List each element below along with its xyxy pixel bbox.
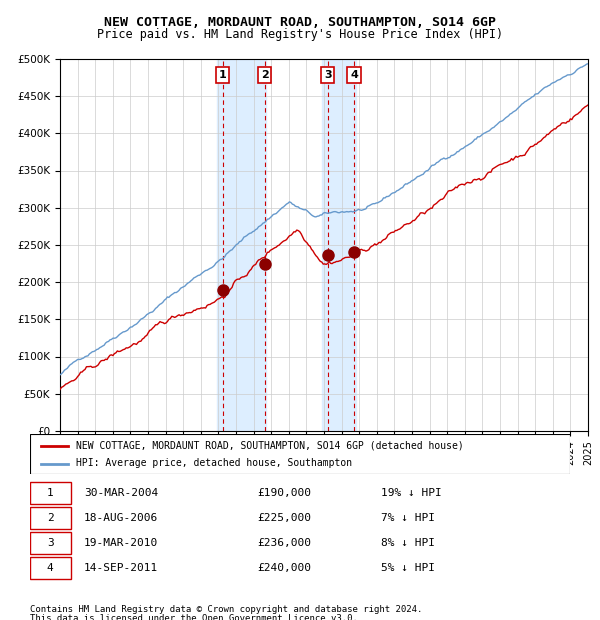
Text: 19-MAR-2010: 19-MAR-2010 <box>84 538 158 548</box>
Text: 3: 3 <box>47 538 53 548</box>
Text: NEW COTTAGE, MORDAUNT ROAD, SOUTHAMPTON, SO14 6GP (detached house): NEW COTTAGE, MORDAUNT ROAD, SOUTHAMPTON,… <box>76 440 464 450</box>
Text: 19% ↓ HPI: 19% ↓ HPI <box>381 488 442 498</box>
Bar <box>322 59 356 431</box>
Text: 7% ↓ HPI: 7% ↓ HPI <box>381 513 435 523</box>
Text: 2: 2 <box>261 70 269 80</box>
FancyBboxPatch shape <box>30 507 71 529</box>
Text: Price paid vs. HM Land Registry's House Price Index (HPI): Price paid vs. HM Land Registry's House … <box>97 28 503 41</box>
Text: HPI: Average price, detached house, Southampton: HPI: Average price, detached house, Sout… <box>76 458 352 469</box>
Text: 2: 2 <box>47 513 53 523</box>
Text: Contains HM Land Registry data © Crown copyright and database right 2024.: Contains HM Land Registry data © Crown c… <box>30 604 422 614</box>
Text: 30-MAR-2004: 30-MAR-2004 <box>84 488 158 498</box>
Bar <box>217 59 266 431</box>
Text: £240,000: £240,000 <box>257 563 311 573</box>
Text: 5% ↓ HPI: 5% ↓ HPI <box>381 563 435 573</box>
Text: 4: 4 <box>350 70 358 80</box>
Text: 1: 1 <box>47 488 53 498</box>
Text: 1: 1 <box>219 70 227 80</box>
FancyBboxPatch shape <box>30 434 570 474</box>
Text: 8% ↓ HPI: 8% ↓ HPI <box>381 538 435 548</box>
Text: NEW COTTAGE, MORDAUNT ROAD, SOUTHAMPTON, SO14 6GP: NEW COTTAGE, MORDAUNT ROAD, SOUTHAMPTON,… <box>104 16 496 29</box>
Text: £190,000: £190,000 <box>257 488 311 498</box>
Text: £225,000: £225,000 <box>257 513 311 523</box>
Text: 3: 3 <box>324 70 332 80</box>
Text: 4: 4 <box>47 563 53 573</box>
FancyBboxPatch shape <box>30 482 71 504</box>
Text: 14-SEP-2011: 14-SEP-2011 <box>84 563 158 573</box>
Text: This data is licensed under the Open Government Licence v3.0.: This data is licensed under the Open Gov… <box>30 614 358 620</box>
Text: 18-AUG-2006: 18-AUG-2006 <box>84 513 158 523</box>
FancyBboxPatch shape <box>30 557 71 578</box>
Text: £236,000: £236,000 <box>257 538 311 548</box>
FancyBboxPatch shape <box>30 532 71 554</box>
